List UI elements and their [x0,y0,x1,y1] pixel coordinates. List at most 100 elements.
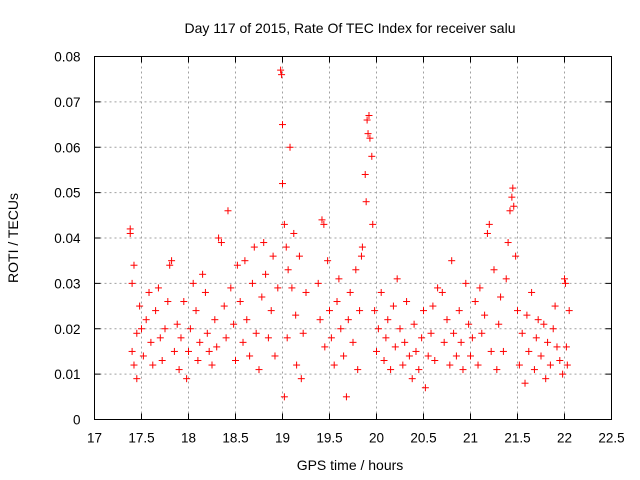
data-point [540,320,548,328]
y-tick-label: 0.06 [54,140,80,155]
data-point [405,352,413,360]
data-point [258,293,266,301]
chart-title: Day 117 of 2015, Rate Of TEC Index for r… [185,20,516,36]
data-point [452,352,460,360]
data-point [346,288,354,296]
data-point [208,361,216,369]
data-point [420,307,427,315]
data-point [358,243,366,251]
data-point [532,334,540,342]
data-point [391,343,399,351]
data-point [556,357,564,365]
data-point [468,334,476,342]
data-point [211,316,219,324]
y-tick-label: 0.02 [54,322,80,337]
x-tick-label: 20.5 [410,431,436,446]
data-point [528,288,536,296]
data-point [389,302,397,310]
data-point [431,357,439,365]
x-tick-label: 18 [181,431,196,446]
data-point [290,229,298,237]
data-point [530,366,538,374]
data-point [521,379,529,387]
data-point [561,275,568,283]
data-point [232,357,239,365]
data-point [189,279,197,287]
data-point [349,338,357,346]
data-point [201,288,209,296]
data-point [194,357,202,365]
data-point [326,307,333,315]
data-point [384,316,392,324]
data-point [509,184,517,192]
data-point [138,325,145,333]
y-tick-label: 0.03 [54,276,80,291]
data-point [448,257,456,265]
data-point [393,275,401,283]
y-tick-label: 0.01 [54,367,80,382]
data-point [553,343,561,351]
data-point [368,152,376,160]
data-point [215,234,223,242]
x-tick-label: 21 [463,431,478,446]
data-point [260,239,268,247]
data-point [551,302,559,310]
data-point [443,316,451,324]
data-point [152,307,160,315]
data-point [369,220,377,228]
data-point [277,66,285,74]
data-point [438,288,446,296]
data-point [497,293,505,301]
data-point [476,284,484,292]
x-tick-label: 20 [369,431,384,446]
data-point [562,343,570,351]
data-point [278,71,286,79]
data-point [145,288,153,296]
data-point [403,298,411,306]
data-point [318,216,326,224]
data-point [262,270,270,278]
data-point [373,347,380,355]
x-tick-label: 17 [87,431,102,446]
data-point [427,329,435,337]
data-point [450,329,458,337]
data-point [158,357,166,365]
data-point [487,347,495,355]
data-point [363,116,371,124]
data-point [333,298,341,306]
data-point [525,347,533,355]
data-point [128,347,136,355]
data-point [483,229,491,237]
data-point [342,393,350,401]
data-point [324,257,332,265]
data-point [233,261,241,269]
data-point [561,279,569,287]
data-point [565,307,573,315]
data-point [495,320,503,328]
data-point [284,266,292,274]
data-point [292,311,300,319]
x-tick-label: 21.5 [504,431,530,446]
data-point [415,366,423,374]
data-point [196,338,204,346]
data-point [534,316,542,324]
data-point [170,347,178,355]
data-point [192,307,200,315]
data-point [344,316,352,324]
data-point [267,307,275,315]
data-point [246,352,254,360]
data-point [523,311,531,319]
data-point [485,220,493,228]
data-point [271,352,279,360]
data-point [320,220,328,228]
data-point [142,316,150,324]
data-point [147,338,155,346]
data-point [288,284,296,292]
data-point [222,334,230,342]
data-point [366,134,374,142]
data-point [156,334,164,342]
x-tick-label: 19.5 [316,431,342,446]
data-point [401,338,409,346]
data-point [126,229,134,237]
